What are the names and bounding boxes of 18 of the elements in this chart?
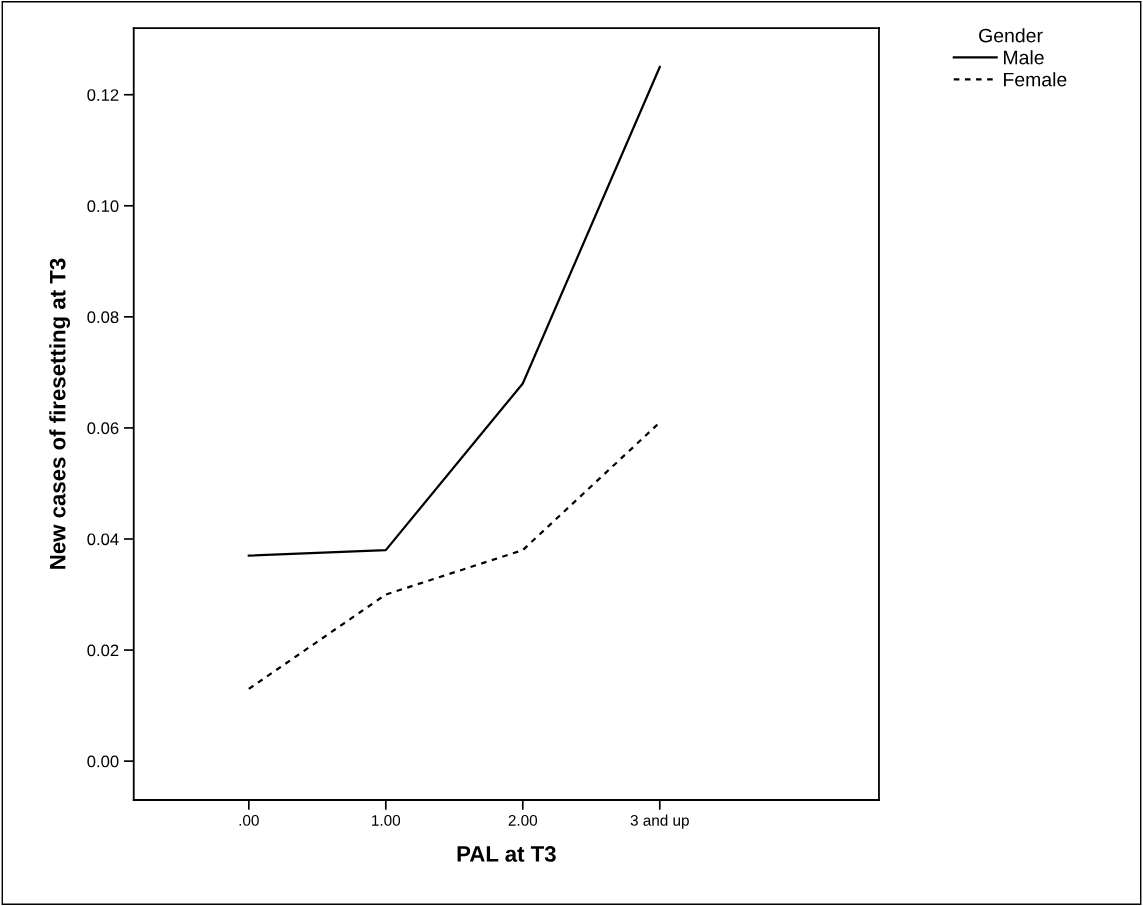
y-tick-label: 0.12 xyxy=(87,89,119,101)
x-tick-label: 1.00 xyxy=(372,814,401,826)
x-tick-label: 2.00 xyxy=(508,814,538,826)
legend-label: Male xyxy=(1004,50,1044,65)
legend-title: Gender xyxy=(979,28,1043,43)
y-tick-label: 0.10 xyxy=(87,200,119,212)
y-tick-label: 0.00 xyxy=(87,755,119,768)
y-tick-label: 0.04 xyxy=(87,533,119,546)
y-tick-label: 0.06 xyxy=(87,422,119,435)
line-series xyxy=(247,65,661,557)
legend-label: Female xyxy=(1004,72,1067,87)
x-axis-title: PAL at T3 xyxy=(457,846,556,862)
line-series xyxy=(247,421,661,691)
y-tick-label: 0.02 xyxy=(87,644,119,657)
y-axis-title: New cases of firesetting at T3 xyxy=(49,258,71,569)
y-tick-label: 0.08 xyxy=(87,311,119,324)
x-tick-label: 3 and up xyxy=(630,814,689,829)
x-tick-label: .00 xyxy=(239,814,259,826)
